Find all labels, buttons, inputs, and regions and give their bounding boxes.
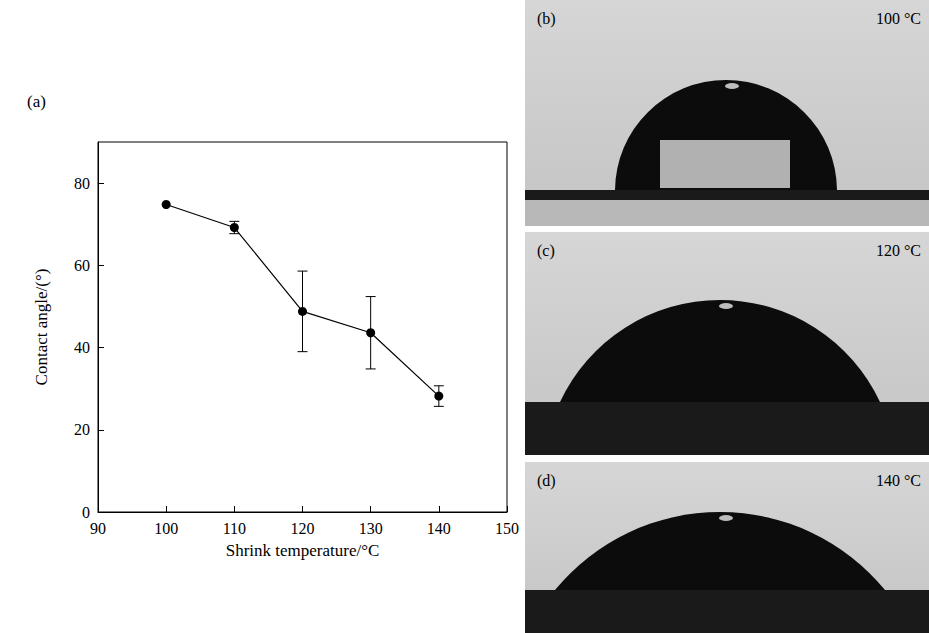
svg-text:150: 150 [495, 520, 519, 537]
svg-text:(a): (a) [27, 92, 46, 111]
svg-text:120: 120 [291, 520, 315, 537]
svg-text:130: 130 [359, 520, 383, 537]
svg-text:(d): (d) [537, 472, 556, 490]
svg-text:140: 140 [427, 520, 451, 537]
svg-text:110: 110 [223, 520, 246, 537]
svg-text:60: 60 [74, 257, 90, 274]
svg-text:140 °C: 140 °C [876, 472, 921, 489]
svg-text:90: 90 [90, 520, 106, 537]
svg-text:20: 20 [74, 421, 90, 438]
svg-text:Contact angle/(°): Contact angle/(°) [32, 269, 51, 386]
svg-text:100: 100 [154, 520, 178, 537]
svg-text:(b): (b) [537, 10, 556, 28]
svg-text:0: 0 [82, 504, 90, 521]
svg-text:Shrink temperature/°C: Shrink temperature/°C [226, 541, 380, 560]
svg-text:(c): (c) [537, 242, 555, 260]
svg-text:80: 80 [74, 175, 90, 192]
svg-text:100 °C: 100 °C [876, 10, 921, 27]
svg-text:120 °C: 120 °C [876, 242, 921, 259]
svg-text:40: 40 [74, 339, 90, 356]
